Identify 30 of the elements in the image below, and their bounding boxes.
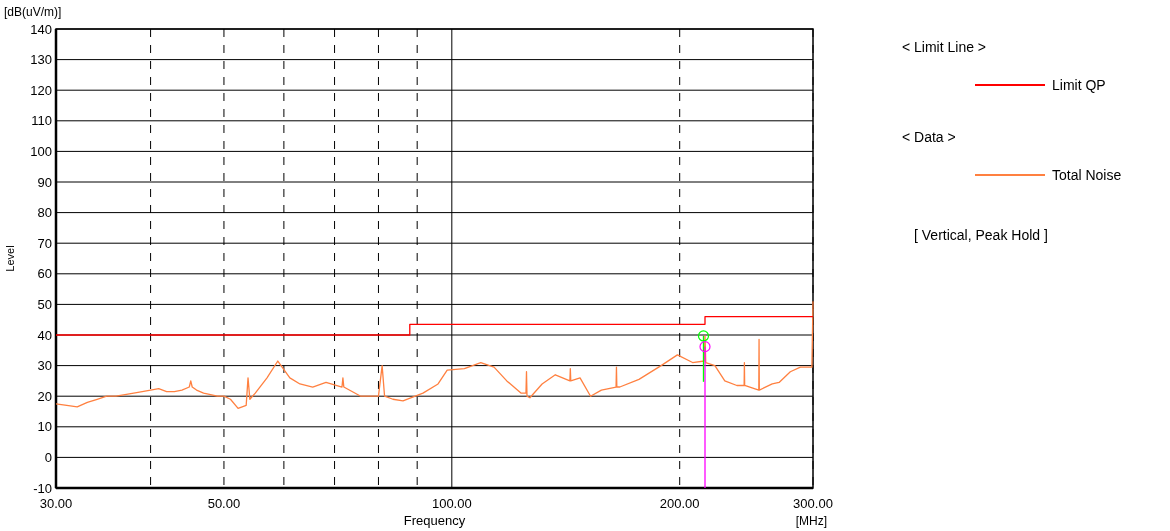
y-tick-label: 140 — [30, 21, 52, 37]
y-tick-label: 130 — [30, 52, 52, 68]
x-axis-title: Frequency — [403, 513, 466, 528]
y-tick-label: 60 — [37, 266, 52, 282]
legend-label: Limit QP — [1052, 77, 1106, 93]
y-tick-label: 70 — [37, 235, 52, 251]
y-tick-label: 90 — [37, 174, 52, 190]
y-tick-label: 100 — [30, 143, 52, 159]
text: < Data > — [902, 129, 956, 145]
text: [dB(uV/m)] — [4, 5, 62, 19]
y-tick-label: 80 — [37, 205, 52, 221]
legend-label: Total Noise — [1052, 167, 1122, 183]
x-tick-label: 30.00 — [39, 496, 73, 511]
x-tick-label: 100.00 — [431, 496, 472, 511]
x-tick-label: 50.00 — [207, 496, 241, 511]
y-tick-label: 10 — [37, 419, 52, 435]
y-tick-label: 110 — [31, 113, 52, 129]
text: [MHz] — [795, 514, 827, 528]
text: < Limit Line > — [902, 39, 987, 55]
y-tick-label: 40 — [37, 327, 52, 343]
x-tick-label: 200.00 — [659, 496, 700, 511]
x-tick-label: 300.00 — [793, 496, 833, 511]
y-tick-label: 30 — [37, 358, 52, 374]
text: [ Vertical, Peak Hold ] — [914, 227, 1048, 243]
y-tick-label: 0 — [44, 449, 52, 465]
y-tick-label: 20 — [37, 388, 52, 404]
y-axis-title: Level — [4, 245, 16, 272]
y-tick-label: 50 — [37, 296, 52, 312]
y-tick-label: -10 — [33, 480, 52, 496]
y-tick-label: 120 — [30, 82, 52, 98]
